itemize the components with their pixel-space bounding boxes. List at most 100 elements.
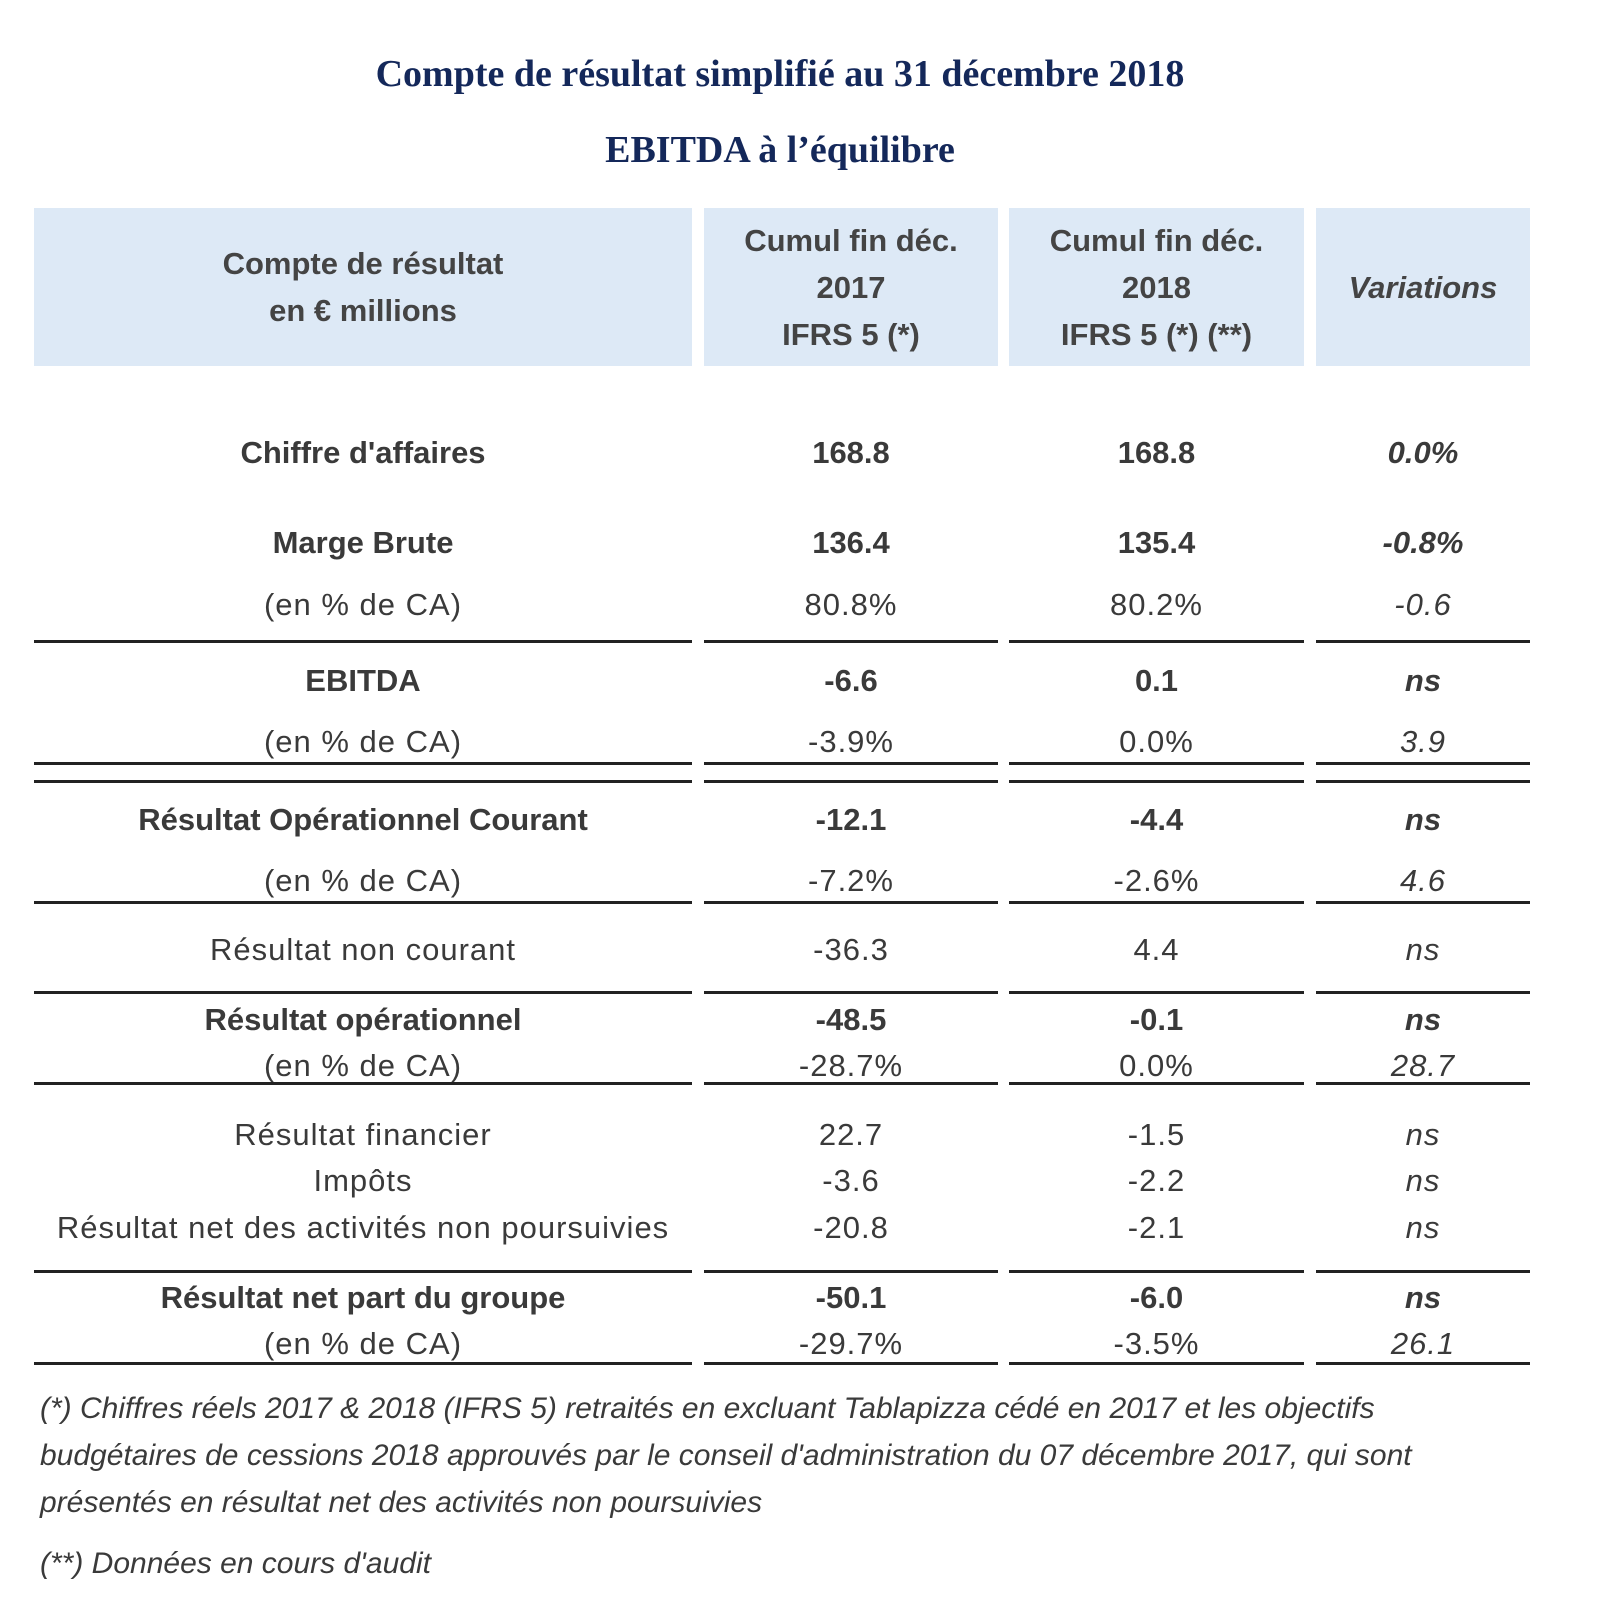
table-rule bbox=[1316, 901, 1530, 904]
row-1-label: Chiffre d'affaires bbox=[240, 435, 486, 470]
row-2-label: Marge Brute bbox=[272, 525, 454, 560]
table-rule bbox=[1316, 640, 1530, 643]
row-6-label: Résultat Opérationnel Courant bbox=[138, 802, 588, 837]
header-2018-line-3: IFRS 5 (*) (**) bbox=[1060, 316, 1253, 352]
row-10-variation: 28.7 bbox=[1390, 1048, 1456, 1083]
row-3-value-2018: 80.2% bbox=[1110, 587, 1203, 622]
page-title: Compte de résultat simplifié au 31 décem… bbox=[375, 53, 1185, 95]
row-11-value-2018: -1.5 bbox=[1127, 1117, 1186, 1152]
row-4-label: EBITDA bbox=[305, 663, 421, 698]
row-6-value-2017: -12.1 bbox=[815, 802, 887, 837]
header-2018-line-1: Cumul fin déc. bbox=[1049, 222, 1264, 258]
row-2-variation: -0.8% bbox=[1382, 525, 1464, 560]
row-9-value-2018: -0.1 bbox=[1129, 1002, 1184, 1037]
row-7-label: (en % de CA) bbox=[263, 863, 463, 898]
header-2017-column: Cumul fin déc. 2017 IFRS 5 (*) bbox=[704, 208, 998, 366]
table-rule bbox=[704, 762, 998, 765]
table-rule bbox=[1009, 1082, 1304, 1085]
row-11-value-2017: 22.7 bbox=[818, 1117, 884, 1152]
table-rule bbox=[1316, 1270, 1530, 1273]
header-2017-line-3: IFRS 5 (*) bbox=[782, 316, 920, 352]
header-2018-line-2: 2018 bbox=[1122, 269, 1191, 305]
table-rule bbox=[704, 1082, 998, 1085]
row-8-value-2017: -36.3 bbox=[813, 932, 889, 967]
table-rule bbox=[1009, 762, 1304, 765]
row-7-value-2017: -7.2% bbox=[808, 863, 894, 898]
header-2018-column: Cumul fin déc. 2018 IFRS 5 (*) (**) bbox=[1009, 208, 1304, 366]
header-variations-column: Variations bbox=[1316, 208, 1530, 366]
row-3-label: (en % de CA) bbox=[263, 587, 463, 622]
row-7-value-2018: -2.6% bbox=[1113, 863, 1200, 898]
table-rule bbox=[1316, 991, 1530, 994]
row-5-label: (en % de CA) bbox=[263, 724, 463, 759]
row-9-variation: ns bbox=[1404, 1002, 1442, 1037]
row-13-value-2018: -2.1 bbox=[1127, 1210, 1186, 1245]
table-rule bbox=[34, 640, 692, 643]
row-1-value-2018: 168.8 bbox=[1117, 435, 1196, 470]
table-rule bbox=[704, 640, 998, 643]
row-6-variation: ns bbox=[1404, 802, 1442, 837]
table-rule bbox=[704, 780, 998, 783]
table-rule bbox=[34, 991, 692, 994]
header-variations-label: Variations bbox=[1348, 269, 1498, 305]
row-5-variation: 3.9 bbox=[1399, 724, 1447, 759]
table-rule bbox=[34, 1362, 692, 1365]
row-2-value-2018: 135.4 bbox=[1117, 525, 1196, 560]
table-rule bbox=[34, 780, 692, 783]
table-rule bbox=[704, 991, 998, 994]
row-11-variation: ns bbox=[1405, 1117, 1441, 1152]
header-label-column: Compte de résultat en € millions bbox=[34, 208, 692, 366]
row-14-variation: ns bbox=[1404, 1280, 1442, 1315]
row-12-label: Impôts bbox=[313, 1163, 413, 1198]
table-rule bbox=[704, 901, 998, 904]
row-14-value-2018: -6.0 bbox=[1129, 1280, 1184, 1315]
row-1-value-2017: 168.8 bbox=[812, 435, 890, 470]
footnote-audit: (**) Données en cours d'audit bbox=[40, 1547, 431, 1580]
row-12-value-2017: -3.6 bbox=[822, 1163, 880, 1198]
table-rule bbox=[1316, 1362, 1530, 1365]
row-3-value-2017: 80.8% bbox=[804, 587, 898, 622]
footnote-ifrs5: (*) Chiffres réels 2017 & 2018 (IFRS 5) … bbox=[40, 1392, 1412, 1519]
row-3-variation: -0.6 bbox=[1394, 587, 1452, 622]
row-4-value-2017: -6.6 bbox=[824, 663, 878, 698]
header-label-line-2: en € millions bbox=[269, 293, 457, 328]
table-rule bbox=[34, 1270, 692, 1273]
row-14-label: Résultat net part du groupe bbox=[160, 1280, 566, 1315]
table-rule bbox=[704, 1270, 998, 1273]
row-14-value-2017: -50.1 bbox=[815, 1280, 887, 1315]
table-rule bbox=[704, 1362, 998, 1365]
row-7-variation: 4.6 bbox=[1399, 863, 1447, 898]
row-8-variation: ns bbox=[1405, 932, 1441, 967]
header-2017-line-1: Cumul fin déc. bbox=[744, 222, 958, 258]
row-9-value-2017: -48.5 bbox=[815, 1002, 887, 1037]
table-rule bbox=[1009, 1270, 1304, 1273]
header-label-line-1: Compte de résultat bbox=[222, 246, 504, 281]
row-15-label: (en % de CA) bbox=[263, 1326, 463, 1361]
row-8-label: Résultat non courant bbox=[209, 932, 517, 967]
row-15-value-2018: -3.5% bbox=[1113, 1326, 1200, 1361]
row-2-value-2017: 136.4 bbox=[812, 525, 890, 560]
row-13-value-2017: -20.8 bbox=[813, 1210, 889, 1245]
row-10-label: (en % de CA) bbox=[263, 1048, 463, 1083]
row-6-value-2018: -4.4 bbox=[1129, 802, 1184, 837]
table-rule bbox=[34, 762, 692, 765]
table-rule bbox=[1316, 1082, 1530, 1085]
table-rule bbox=[1316, 762, 1530, 765]
table-rule bbox=[1009, 991, 1304, 994]
table-rule bbox=[1009, 1362, 1304, 1365]
row-5-value-2017: -3.9% bbox=[808, 724, 894, 759]
row-1-variation: 0.0% bbox=[1387, 435, 1459, 470]
row-9-label: Résultat opérationnel bbox=[204, 1002, 522, 1037]
row-13-variation: ns bbox=[1405, 1210, 1441, 1245]
row-13-label: Résultat net des activités non poursuivi… bbox=[56, 1210, 670, 1245]
table-rule bbox=[1009, 640, 1304, 643]
table-rule bbox=[1009, 901, 1304, 904]
header-2017-line-2: 2017 bbox=[816, 269, 886, 305]
row-4-variation: ns bbox=[1404, 663, 1442, 698]
row-15-variation: 26.1 bbox=[1390, 1326, 1456, 1361]
row-10-value-2018: 0.0% bbox=[1119, 1048, 1194, 1083]
table-rule bbox=[1009, 780, 1304, 783]
table-rule bbox=[34, 901, 692, 904]
row-12-value-2018: -2.2 bbox=[1127, 1163, 1186, 1198]
page-subtitle: EBITDA à l’équilibre bbox=[605, 129, 955, 171]
